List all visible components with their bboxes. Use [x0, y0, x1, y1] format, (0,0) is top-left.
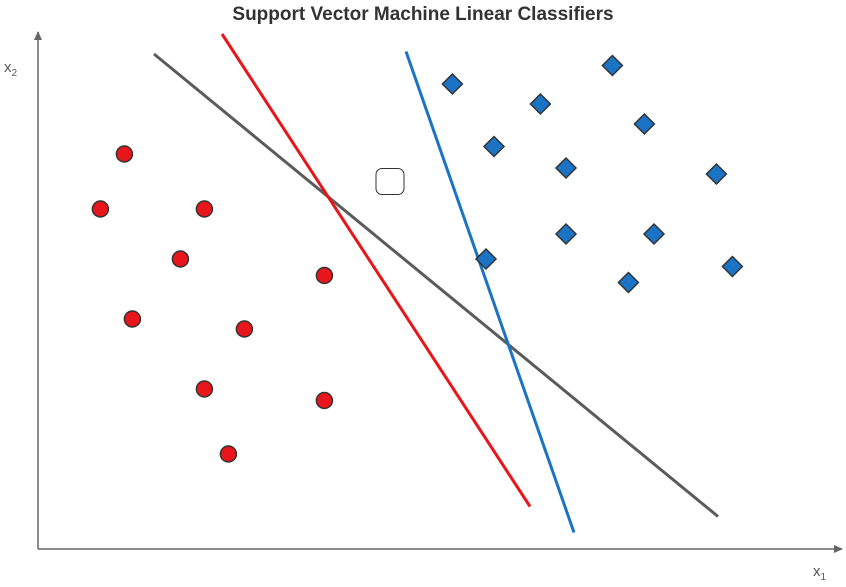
class-a-point: [171, 250, 190, 268]
classifier-lines: [153, 33, 719, 533]
classifier-line-red: [220, 33, 532, 508]
class-a-point: [195, 380, 214, 398]
class-b-point: [705, 162, 728, 186]
class-a-point: [235, 320, 254, 338]
y-axis-label: x2: [4, 59, 18, 79]
class-a-point: [115, 145, 134, 163]
class-b-point: [601, 54, 624, 77]
class-a-point: [195, 200, 214, 218]
unknown-point: [375, 168, 405, 195]
class-b-point: [474, 247, 498, 271]
class-b-point: [554, 222, 578, 246]
class-a-point: [315, 266, 334, 285]
class-b-point: [529, 92, 552, 116]
class-b-point: [642, 222, 666, 246]
x-axis-label-main: x: [813, 563, 821, 580]
class-b-point: [554, 156, 578, 180]
class-b-point: [441, 72, 464, 96]
class-b-point: [721, 255, 744, 278]
x-axis-label-sub: 1: [821, 572, 827, 583]
class-a-point: [219, 445, 238, 463]
class-b-point: [482, 135, 506, 158]
class-b-point: [617, 271, 640, 294]
x-axis-label: x1: [813, 563, 827, 583]
classifier-line-blue: [404, 51, 576, 533]
class-a-point: [123, 310, 142, 328]
y-axis-label-sub: 2: [12, 68, 18, 79]
data-points: [91, 54, 744, 463]
y-axis-label-main: x: [4, 59, 12, 76]
classifier-line-gray: [153, 52, 719, 518]
class-a-point: [315, 391, 334, 410]
class-b-point: [633, 112, 656, 136]
chart-title: Support Vector Machine Linear Classifier…: [232, 4, 614, 25]
class-a-point: [91, 200, 110, 218]
